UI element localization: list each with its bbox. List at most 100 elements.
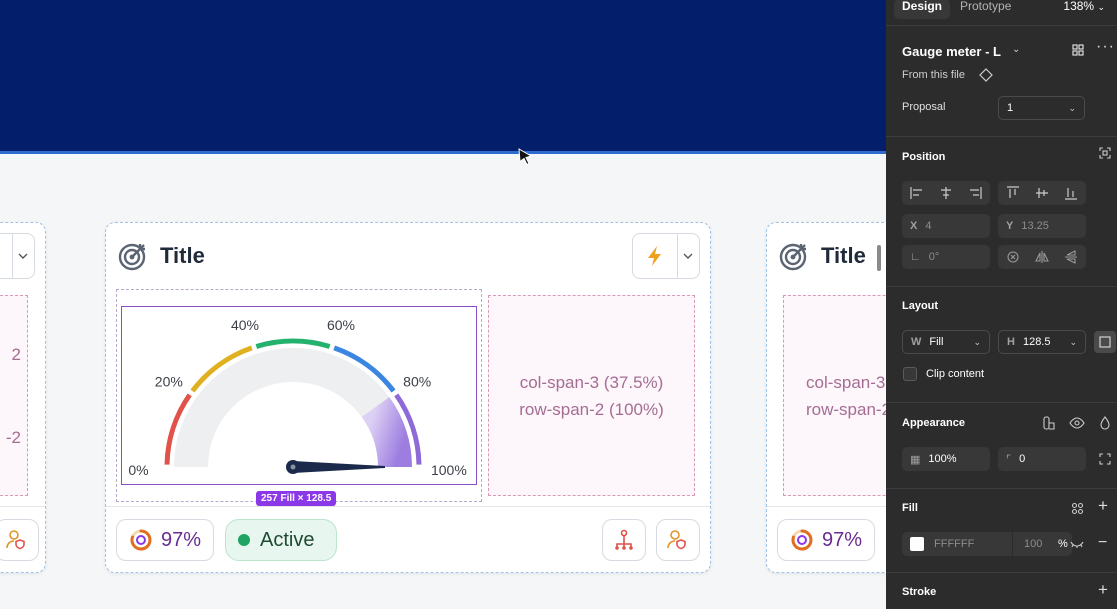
y-label: Y [1006,220,1014,232]
position-section: Position X 4 Y 13.25 ∟ 0° [886,136,1117,286]
resize-icon [1099,336,1111,348]
y-position-field[interactable]: Y 13.25 [998,214,1086,238]
user-shield-button[interactable] [656,519,700,561]
x-value: 4 [925,220,932,232]
clip-content-checkbox[interactable] [903,367,917,381]
gauge-segment [164,393,192,465]
lightning-button[interactable] [633,234,678,278]
target-icon [779,243,807,271]
user-shield-icon [667,530,686,550]
zoom-dropdown[interactable]: 138% ⌄ [1063,0,1105,13]
progress-ring-icon [791,529,813,551]
gauge-needle [293,461,385,473]
card-title: Title [821,243,866,268]
chevron-down-icon[interactable] [677,234,699,278]
constraints-icon[interactable] [1099,147,1111,159]
action-button[interactable] [0,234,13,278]
gauge-segment [394,393,422,465]
x-position-field[interactable]: X 4 [902,214,990,238]
proposal-label: Proposal [902,101,946,113]
tab-design[interactable]: Design [894,0,951,19]
appearance-section: Appearance ▦ 100% ⌜ 0 [886,402,1117,488]
fill-section: Fill + FFFFFF 100 % − [886,488,1117,572]
tab-prototype[interactable]: Prototype [960,0,1012,13]
align-center-horizontal-icon[interactable] [931,181,960,205]
chevron-down-icon: ⌄ [1097,2,1105,12]
component-diamond-icon [979,68,993,82]
styles-icon[interactable] [1071,502,1084,515]
span-line-2: -2 [5,427,21,447]
card-footer: 97% Active [106,506,710,572]
gauge-tick-label: 60% [327,317,355,333]
remove-fill-icon[interactable]: − [1098,534,1108,551]
gauge-card[interactable]: Title 0% 20% 40% 60% 80% 100% 257 Fill × 128.… [105,222,711,573]
drop-icon[interactable] [1099,416,1111,430]
score-pill[interactable]: 97% [116,519,214,561]
gauge-segment [255,338,331,349]
position-title: Position [902,151,946,163]
align-left-icon[interactable] [902,181,931,205]
score-pill[interactable]: 97% [777,519,875,561]
stroke-section: Stroke + [886,572,1117,609]
fill-hex: FFFFFF [934,538,975,550]
align-top-icon[interactable] [998,181,1027,205]
flip-horizontal-icon[interactable] [1027,245,1056,269]
chevron-down-icon: ⌄ [1069,336,1077,347]
banner-frame[interactable] [0,0,886,154]
gauge-tick-label: 0% [128,462,148,478]
clip-content-label: Clip content [926,368,985,380]
target-icon [118,243,146,271]
independent-corners-icon[interactable] [1099,453,1111,465]
card-footer [0,506,45,572]
proposal-select[interactable]: 1 ⌄ [998,96,1085,120]
fill-swatch[interactable] [910,537,924,551]
flip-vertical-icon[interactable] [1057,245,1086,269]
gauge-needle-pin [290,464,296,470]
eye-closed-icon[interactable] [1070,539,1084,549]
fill-opacity: 100 [1024,538,1043,550]
gauge-zone[interactable]: 0% 20% 40% 60% 80% 100% 257 Fill × 128.5 [116,289,482,506]
card-left[interactable]: 2 -2 [0,222,46,573]
action-split-button[interactable] [632,233,700,279]
chevron-down-icon[interactable]: ⌄ [1012,44,1021,55]
component-name[interactable]: Gauge meter - L [902,44,1001,59]
rotate-90-icon[interactable] [998,245,1027,269]
width-field[interactable]: W Fill ⌄ [902,330,990,354]
gauge-segment [333,345,396,393]
user-shield-button[interactable] [0,519,39,561]
horizontal-align-group [902,181,990,205]
variable-mode-icon[interactable] [1042,416,1056,430]
user-shield-icon [6,530,25,550]
gauge-segment [190,345,253,393]
grid-icon[interactable] [1072,44,1084,56]
eye-icon[interactable] [1069,417,1085,429]
hierarchy-button[interactable] [602,519,646,561]
add-stroke-icon[interactable]: + [1098,580,1108,599]
rotation-field[interactable]: ∟ 0° [902,245,990,269]
chevron-down-icon[interactable] [12,234,34,278]
opacity-icon: ▦ [910,453,921,466]
more-options-icon[interactable]: ··· [1096,38,1115,55]
card-right[interactable]: Title col-span-3 (37.5%) row-span-2 (100… [766,222,886,573]
score-value: 97% [821,528,862,551]
span-line-2: row-span-2 (100%) [519,399,664,419]
corner-radius-value: 0 [1019,453,1026,465]
resize-mode-toggle[interactable] [1094,331,1116,353]
corner-radius-field[interactable]: ⌜ 0 [998,447,1086,471]
opacity-field[interactable]: ▦ 100% [902,447,990,471]
add-fill-icon[interactable]: + [1098,496,1108,515]
gauge-frame-selected[interactable]: 0% 20% 40% 60% 80% 100% [121,306,477,485]
opacity-value: 100% [928,453,957,465]
card-footer: 97% [767,506,886,572]
status-badge[interactable]: Active [225,519,337,561]
align-right-icon[interactable] [961,181,990,205]
fill-color-field[interactable]: FFFFFF 100 % [902,532,1072,556]
align-bottom-icon[interactable] [1057,181,1086,205]
card-header: Title [767,223,886,289]
h-label: H [1007,336,1015,348]
height-field[interactable]: H 128.5 ⌄ [998,330,1086,354]
design-canvas[interactable]: 2 -2 Title [0,0,886,609]
action-split-button[interactable] [0,233,35,279]
appearance-title: Appearance [902,417,965,429]
align-middle-icon[interactable] [1027,181,1056,205]
